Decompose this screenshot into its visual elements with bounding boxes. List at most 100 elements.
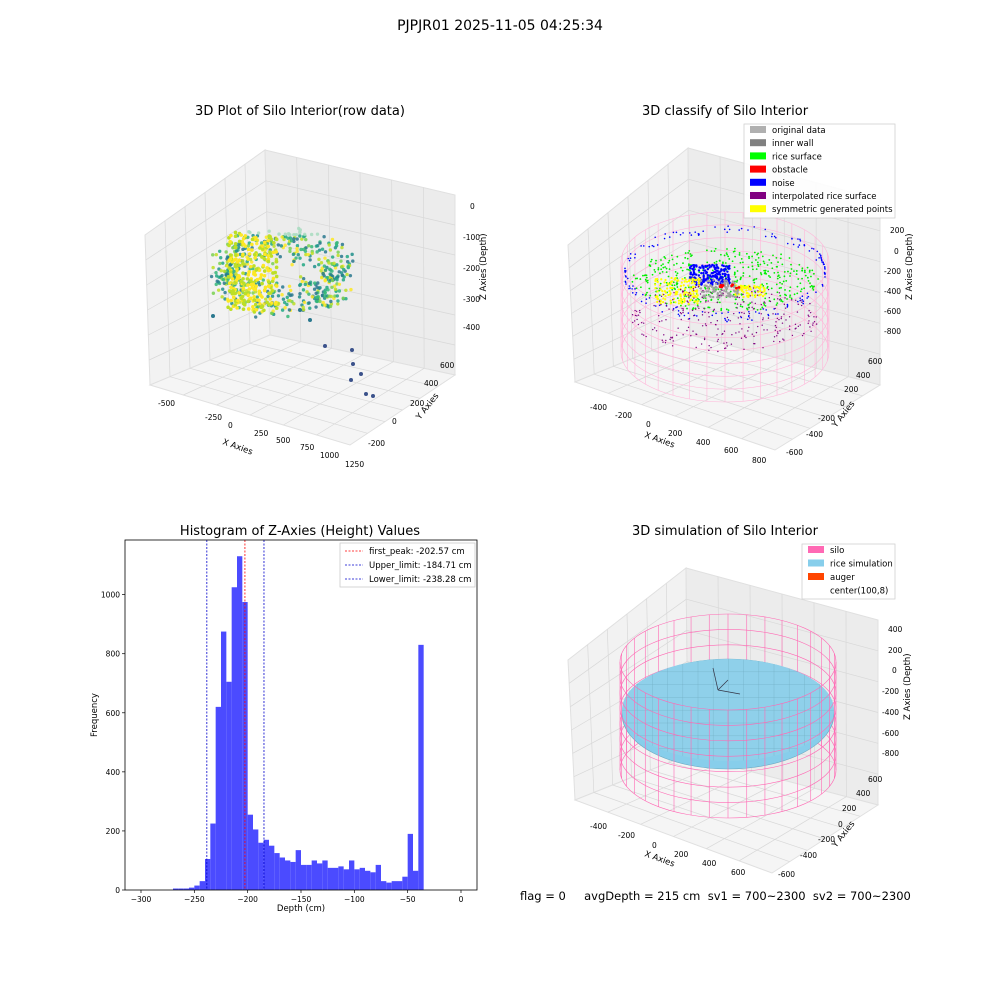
histogram-bars [173, 556, 424, 890]
classify-ytick: 0 [840, 399, 845, 408]
histogram-xtick-label: −100 [344, 895, 365, 904]
classify-y-axis-label: Y Axies [830, 399, 858, 431]
histogram-bar [194, 885, 200, 890]
classify-xtick: 400 [696, 438, 711, 447]
histogram-title: Histogram of Z-Axies (Height) Values [179, 524, 421, 539]
histogram-bar [295, 850, 301, 890]
raw-x-ticks: -500 -250 0 250 500 750 1000 1250 [158, 399, 364, 469]
legend-swatch [808, 546, 824, 553]
classify-ztick: -800 [884, 327, 901, 336]
raw-3d-box [144, 149, 457, 446]
raw-xtick: 500 [276, 436, 291, 445]
histogram-bar [354, 869, 360, 890]
histogram-bar [274, 853, 280, 890]
histogram-bar [322, 860, 328, 890]
simulation-ytick: 600 [868, 775, 883, 784]
simulation-ztick: -600 [882, 729, 899, 738]
legend-label: rice surface [772, 152, 822, 162]
simulation-y-axis-label: Y Axies [830, 819, 858, 851]
classify-xtick: 200 [668, 429, 683, 438]
simulation-ytick: -400 [800, 851, 817, 860]
histogram-bar [247, 814, 253, 890]
simulation-xtick: -400 [590, 822, 607, 831]
raw-xtick: 250 [254, 429, 269, 438]
legend-swatch [750, 192, 766, 199]
legend-label: center(100,8) [830, 587, 888, 597]
histogram-bar [381, 881, 387, 890]
histogram-bar [221, 631, 227, 890]
histogram-bar [375, 864, 381, 890]
legend-label: noise [772, 179, 795, 189]
histogram-bar [253, 829, 259, 890]
raw-ytick: 200 [410, 399, 425, 408]
raw-x-axis-label: X Axies [221, 437, 254, 457]
histogram-legend: first_peak: -202.57 cm Upper_limit: -184… [339, 542, 476, 588]
simulation-rice-mesh [622, 659, 834, 761]
raw-ytick: 600 [440, 361, 455, 370]
histogram-bar [301, 864, 307, 890]
simulation-z-ticks: 400 200 0 -200 -400 -600 -800 [882, 625, 903, 758]
raw-grid [145, 157, 456, 436]
simulation-auger [712, 667, 741, 695]
simulation-ztick: 0 [892, 666, 897, 675]
classify-ztick: 0 [894, 247, 899, 256]
histogram-bar [391, 881, 397, 890]
histogram-bar [338, 866, 344, 890]
histogram-bar [215, 706, 221, 890]
legend-label: inner wall [772, 139, 813, 149]
classify-ytick: 600 [868, 357, 883, 366]
histogram-bar [178, 888, 184, 890]
summary-footer: flag = 0 avgDepth = 215 cm sv1 = 700~230… [520, 889, 911, 903]
histogram-xtick-label: −200 [237, 895, 258, 904]
raw-z-axis-label: Z Axies (Depth) [479, 233, 489, 300]
legend-label: obstacle [772, 166, 808, 176]
histogram-xtick-label: −250 [184, 895, 205, 904]
histogram-bar [386, 882, 392, 890]
histogram-bar [359, 867, 365, 890]
classify-legend: original data inner wall rice surface obsta… [743, 123, 896, 219]
simulation-grid [568, 576, 879, 862]
histogram-bar [397, 881, 403, 890]
raw-xtick: 0 [228, 421, 233, 430]
simulation-ztick: 200 [888, 646, 903, 655]
histogram-bar [333, 867, 339, 890]
classify-xtick: 800 [752, 456, 767, 465]
simulation-ytick: 0 [838, 820, 843, 829]
raw-ztick: 0 [470, 202, 475, 211]
histogram-bar [226, 681, 232, 890]
classify-z-ticks: 200 0 -200 -400 -600 -800 [884, 226, 905, 336]
histogram-ytick-label: 800 [106, 650, 121, 659]
legend-label: symmetric generated points [772, 205, 893, 215]
classify-z-axis-label: Z Axies (Depth) [905, 233, 915, 300]
legend-swatch [750, 165, 766, 173]
simulation-x-ticks: -400 -200 0 200 400 600 [590, 822, 746, 877]
histogram-bar [199, 881, 205, 890]
simulation-ztick: -800 [882, 749, 899, 758]
figure-title: PJPJR01 2025-11-05 04:25:34 [397, 18, 603, 34]
legend-lower-limit: Lower_limit: -238.28 cm [369, 575, 471, 585]
histogram-bar [242, 602, 248, 890]
classify-y-ticks: -600 -400 -200 0 200 400 600 [786, 357, 883, 457]
raw-ytick: 0 [392, 417, 397, 426]
histogram-bar [263, 839, 269, 890]
simulation-rice-surface [621, 658, 835, 770]
simulation-xtick: -200 [618, 831, 635, 840]
histogram-y-ticks: 0 200 400 600 800 1000 [101, 591, 125, 895]
simulation-ytick: 400 [856, 789, 871, 798]
classify-ztick: -600 [884, 307, 901, 316]
legend-swatch [808, 559, 824, 567]
histogram-bar [413, 870, 419, 890]
simulation-z-axis-label: Z Axies (Depth) [903, 653, 913, 720]
classify-ytick: 200 [844, 385, 859, 394]
classify-xtick: 600 [724, 446, 739, 455]
classify-xtick: -200 [615, 411, 632, 420]
classify-3d-box [567, 146, 882, 451]
raw-y-axis-label: Y Axies [414, 391, 442, 423]
histogram-ytick-label: 1000 [101, 591, 120, 600]
raw-xtick: 1000 [320, 451, 339, 460]
classify-ztick: 200 [890, 226, 905, 235]
raw-xtick: -500 [158, 399, 175, 408]
simulation-legend: silo rice simulation auger center(100,8) [801, 543, 896, 600]
